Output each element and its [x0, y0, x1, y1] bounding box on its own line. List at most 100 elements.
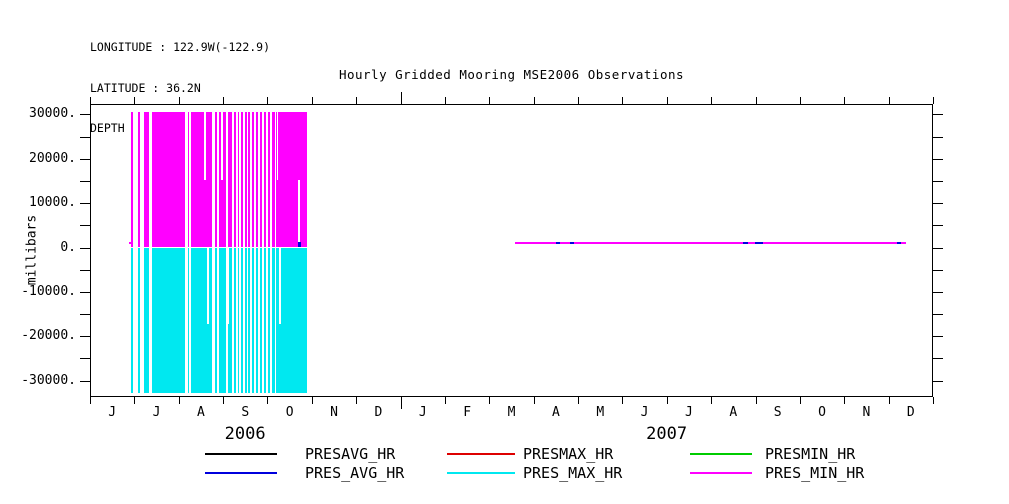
month-tick-bottom	[799, 397, 801, 404]
month-label: D	[906, 405, 915, 420]
month-tick-top	[223, 97, 225, 104]
missing-data-gap	[258, 111, 260, 394]
pres-avg-line-segment	[755, 242, 764, 244]
missing-data-gap	[225, 111, 228, 394]
missing-data-gap	[140, 111, 145, 394]
month-tick-top	[711, 97, 713, 104]
year-label: 2007	[646, 424, 688, 444]
missing-data-gap	[253, 111, 256, 394]
legend-label-pres_max_hr: PRES_MAX_HR	[523, 464, 623, 482]
y-axis-tick-right	[933, 336, 943, 338]
missing-data-gap	[217, 111, 220, 394]
y-axis-tick	[80, 225, 90, 227]
missing-data-gap	[276, 111, 279, 181]
month-tick-top	[356, 97, 358, 104]
missing-data-gap	[274, 111, 277, 394]
month-label: J	[108, 405, 117, 420]
missing-data-gap	[279, 248, 282, 324]
missing-data-gap	[185, 111, 188, 394]
missing-data-gap	[148, 111, 152, 394]
month-tick-top	[178, 97, 180, 104]
month-tick-top	[844, 97, 846, 104]
missing-data-gap	[188, 111, 192, 394]
y-tick-label: -20000.	[21, 328, 76, 344]
month-tick-bottom	[223, 397, 225, 404]
month-tick-top	[90, 97, 91, 104]
y-axis-tick	[80, 358, 90, 360]
missing-data-gap	[212, 111, 215, 394]
month-tick-bottom	[444, 397, 446, 404]
month-tick-bottom	[666, 397, 668, 404]
y-axis-tick-right	[933, 358, 943, 360]
missing-data-gap	[227, 248, 230, 324]
y-axis-tick	[80, 336, 90, 338]
month-label: A	[196, 405, 205, 420]
month-label: A	[729, 405, 738, 420]
pres-avg-line-segment	[743, 242, 748, 244]
month-label: S	[773, 405, 782, 420]
y-axis-tick	[80, 136, 90, 138]
y-axis-tick	[80, 314, 90, 316]
missing-data-gap	[236, 111, 238, 394]
month-tick-bottom	[578, 397, 580, 404]
missing-data-gap	[231, 111, 234, 394]
y-tick-label: 0.	[60, 239, 76, 255]
latitude-text: LATITUDE : 36.2N	[90, 80, 201, 95]
y-tick-label: 10000.	[29, 195, 76, 211]
month-label: A	[551, 405, 560, 420]
missing-data-gap	[269, 111, 272, 394]
month-tick-bottom	[888, 397, 890, 404]
month-tick-top	[311, 97, 313, 104]
y-axis-tick-right	[933, 158, 943, 160]
month-label: M	[507, 405, 516, 420]
legend-swatch-presmin_hr	[690, 453, 752, 455]
legend-swatch-pres_min_hr	[690, 472, 752, 474]
missing-data-gap	[239, 111, 241, 394]
legend-swatch-pres_avg_hr	[205, 472, 277, 474]
month-tick-top	[533, 97, 535, 104]
y-tick-label: -10000.	[21, 283, 76, 299]
year-label: 2006	[224, 424, 266, 444]
pres-avg-line-segment	[897, 242, 901, 244]
y-tick-label: -30000.	[21, 372, 76, 388]
pres-avg-line-segment	[556, 242, 560, 244]
y-axis-tick-right	[933, 136, 943, 138]
month-tick-top	[933, 97, 934, 104]
longitude-text: LONGITUDE : 122.9W(-122.9)	[90, 40, 271, 54]
month-tick-bottom	[90, 397, 91, 404]
pres-min-line	[515, 242, 906, 244]
plot-frame	[90, 104, 933, 397]
y-axis-tick-right	[933, 203, 943, 205]
y-axis-tick	[80, 180, 90, 182]
pres-avg-line-segment	[570, 242, 574, 244]
month-tick-top	[134, 97, 136, 104]
month-tick-bottom	[178, 397, 180, 404]
pres-min-line-lead	[128, 242, 132, 244]
chart-title: Hourly Gridded Mooring MSE2006 Observati…	[338, 67, 685, 82]
y-axis-tick-right	[933, 225, 943, 227]
month-label: N	[330, 405, 338, 420]
month-tick-top	[799, 97, 801, 104]
legend-swatch-pres_max_hr	[447, 472, 515, 474]
month-tick-bottom	[755, 397, 757, 404]
month-tick-bottom	[489, 397, 491, 404]
month-tick-bottom	[356, 397, 358, 404]
month-tick-top	[755, 97, 757, 104]
y-axis-tick-right	[933, 380, 943, 382]
month-tick-top	[267, 97, 269, 104]
y-axis-tick	[80, 247, 90, 249]
month-tick-bottom	[267, 397, 269, 404]
legend-label-pres_min_hr: PRES_MIN_HR	[765, 464, 865, 482]
month-label: O	[818, 405, 826, 420]
missing-data-gap	[250, 111, 252, 394]
legend-label-presmax_hr: PRESMAX_HR	[523, 445, 614, 463]
month-tick-bottom	[311, 397, 313, 404]
y-axis-tick-right	[933, 291, 943, 293]
pres-avg-baseline-tick	[297, 242, 301, 247]
month-tick-top	[888, 97, 890, 104]
y-axis-tick	[80, 380, 90, 382]
y-axis-tick	[80, 269, 90, 271]
missing-data-gap	[266, 111, 268, 394]
